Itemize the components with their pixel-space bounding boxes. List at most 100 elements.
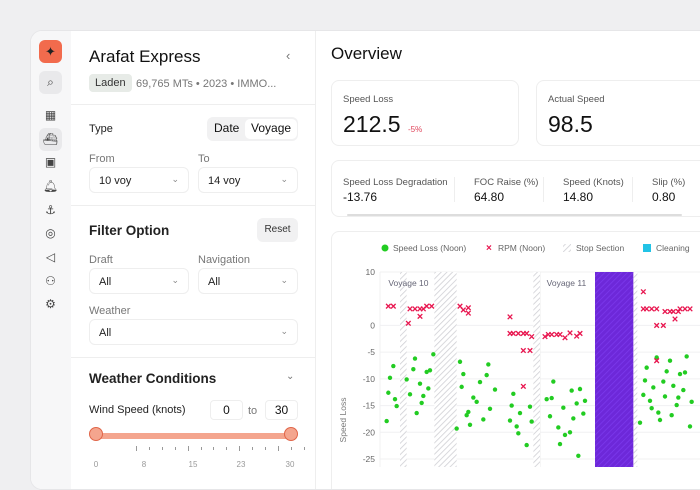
settings-icon[interactable]: ⚙︎ xyxy=(45,297,56,311)
bell-icon[interactable]: 🔔︎ xyxy=(42,179,59,193)
legend-label[interactable]: Speed Loss (Noon) xyxy=(393,243,466,253)
rpm-point xyxy=(675,308,682,315)
rpm-point xyxy=(640,289,647,295)
speed-loss-point xyxy=(642,378,648,383)
wind-tick-label: 0 xyxy=(93,460,99,469)
legend-label[interactable]: Cleaning xyxy=(656,243,690,253)
slider-tick xyxy=(252,447,254,450)
speed-loss-point xyxy=(654,355,659,360)
megaphone-icon[interactable]: ◁ xyxy=(45,250,56,264)
ship-icon[interactable]: ⛴ xyxy=(39,128,62,151)
wind-max-input[interactable]: 30 xyxy=(265,400,298,420)
chevron-down-icon: ⌄ xyxy=(280,326,288,336)
to-select[interactable]: 14 voy ⌄ xyxy=(198,167,298,193)
speed-loss-point xyxy=(517,410,523,416)
speed-loss-point xyxy=(571,416,576,421)
from-value: 10 voy xyxy=(99,175,132,187)
slider-tick xyxy=(239,446,241,451)
metric-label: FOC Raise (%) xyxy=(474,177,539,188)
speed-loss-point xyxy=(419,400,424,406)
wind-slider-track[interactable] xyxy=(96,433,291,439)
chevron-down-icon: ⌄ xyxy=(171,174,179,184)
rpm-point xyxy=(417,313,423,320)
reset-button[interactable]: Reset xyxy=(257,218,298,242)
search-icon[interactable]: ⌕ xyxy=(39,71,62,94)
rpm-point xyxy=(405,320,412,327)
slider-tick xyxy=(265,447,266,450)
wind-slider-max-handle[interactable] xyxy=(284,427,298,441)
draft-select[interactable]: All ⌄ xyxy=(89,268,189,294)
wind-tick-label: 30 xyxy=(285,460,295,469)
speed-loss-point xyxy=(682,370,688,375)
users-icon[interactable]: ⚇ xyxy=(45,274,56,288)
rpm-point xyxy=(515,330,522,337)
wind-min-input[interactable]: 0 xyxy=(210,400,243,420)
speed-loss-point xyxy=(562,432,568,438)
rpm-point xyxy=(653,357,660,364)
speed-loss-point xyxy=(477,379,483,385)
speed-loss-point xyxy=(386,390,391,395)
legend-label[interactable]: RPM (Noon) xyxy=(498,243,545,253)
wind-slider-min-handle[interactable] xyxy=(89,427,103,441)
speed-loss-chart: Speed Loss (Noon) × RPM (Noon) Stop Sect… xyxy=(338,243,700,467)
speed-loss-point xyxy=(414,410,419,416)
speed-loss-point xyxy=(529,419,534,424)
weather-select[interactable]: All ⌄ xyxy=(89,319,298,345)
type-toggle: Date Voyage xyxy=(207,117,298,141)
speed-loss-point xyxy=(454,426,459,431)
wind-tick-label: 15 xyxy=(188,460,198,469)
rpm-point xyxy=(660,322,667,329)
filter-title: Filter Option xyxy=(89,223,170,238)
weather-label: Weather xyxy=(89,305,131,317)
rpm-point xyxy=(528,333,535,340)
speed-loss-point xyxy=(641,392,646,398)
card-label: Speed Loss xyxy=(343,94,394,105)
draft-label: Draft xyxy=(89,254,113,266)
speed-loss-point xyxy=(651,385,656,390)
app-window: ✦ ⌕ ▦ ⛴ ▣ 🔔︎ ⚓︎ ◎ ◁ ⚇ ⚙︎ Arafat Express … xyxy=(30,30,700,490)
rpm-point xyxy=(643,306,650,312)
speed-loss-point xyxy=(687,424,693,429)
type-label: Type xyxy=(89,123,113,135)
speed-loss-point xyxy=(561,405,566,410)
map-icon[interactable]: ◎ xyxy=(45,226,56,240)
speed-loss-point xyxy=(681,387,686,393)
port-icon[interactable]: ⚓︎ xyxy=(45,203,56,217)
type-option-date[interactable]: Date xyxy=(214,121,240,135)
card-value: 98.5 xyxy=(548,111,593,137)
horizontal-scrollbar[interactable] xyxy=(347,214,682,216)
vessel-panel: Arafat Express ‹ Laden 69,765 MTs • 2023… xyxy=(71,31,331,489)
speed-loss-point xyxy=(487,406,493,411)
y-tick-label: -25 xyxy=(363,454,376,464)
legend-label[interactable]: Stop Section xyxy=(576,243,624,253)
dashboard-icon[interactable]: ▦ xyxy=(44,108,57,122)
speed-loss-point xyxy=(644,365,649,370)
speed-loss-point xyxy=(649,406,654,411)
wind-tick-label: 23 xyxy=(236,460,246,469)
navigation-select[interactable]: All ⌄ xyxy=(198,268,298,294)
speed-loss-point xyxy=(461,371,466,377)
slider-tick xyxy=(226,447,228,450)
from-select[interactable]: 10 voy ⌄ xyxy=(89,167,189,193)
rpm-point xyxy=(687,306,693,312)
chevron-down-icon[interactable]: ⌄ xyxy=(286,371,295,382)
speed-loss-point xyxy=(404,377,409,382)
type-option-voyage[interactable]: Voyage xyxy=(245,119,298,139)
rpm-point xyxy=(677,306,683,312)
speed-loss-point xyxy=(637,420,643,425)
chart-legend: Speed Loss (Noon) × RPM (Noon) Stop Sect… xyxy=(381,243,690,254)
collapse-panel-icon[interactable]: ‹ xyxy=(286,48,291,63)
speed-loss-point xyxy=(466,409,471,415)
speed-loss-point xyxy=(384,418,389,424)
wind-speed-label: Wind Speed (knots) xyxy=(89,404,186,416)
speed-loss-point xyxy=(661,379,666,384)
sparkle-logo-icon[interactable]: ✦ xyxy=(39,40,62,63)
weather-value: All xyxy=(99,327,112,339)
speed-loss-point xyxy=(557,441,563,447)
rpm-point xyxy=(662,308,668,315)
legend-dot-icon xyxy=(381,244,389,252)
legend-hatch-icon xyxy=(563,244,571,252)
rpm-point xyxy=(567,330,573,336)
speed-loss-card: Speed Loss 212.5 -5% xyxy=(331,80,519,146)
document-icon[interactable]: ▣ xyxy=(44,155,57,169)
